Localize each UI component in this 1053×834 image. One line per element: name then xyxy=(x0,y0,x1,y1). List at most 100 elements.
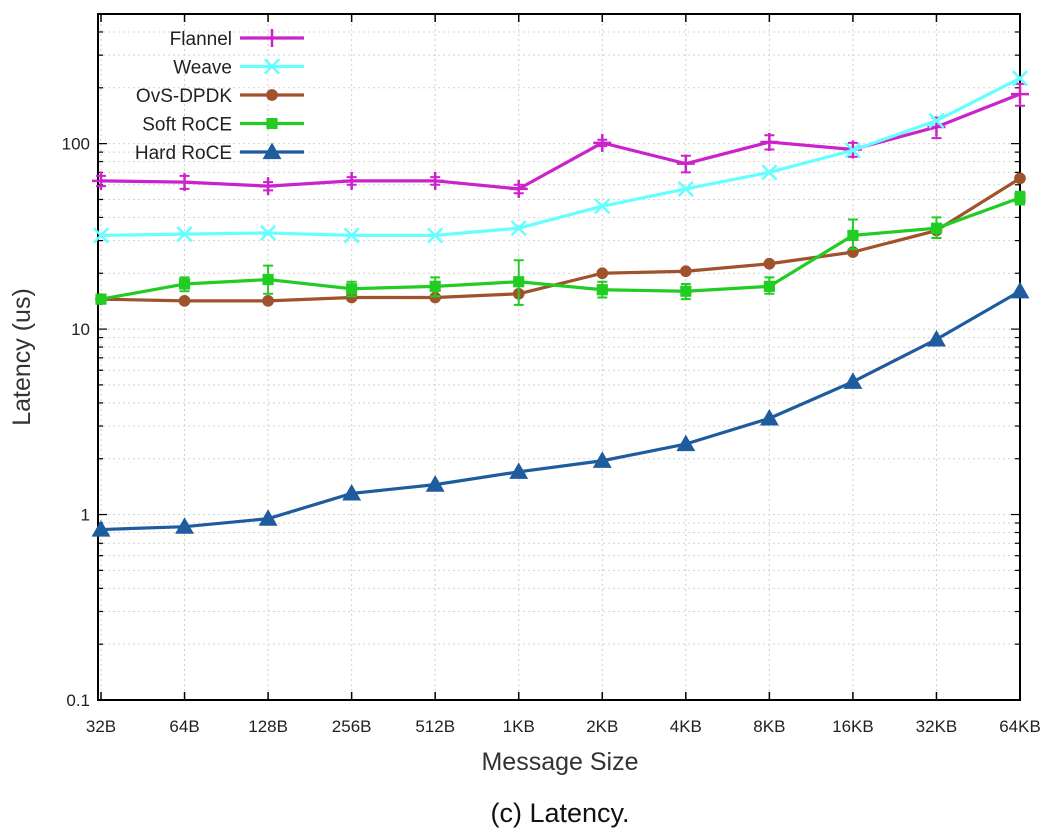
data-point-ovs-dpdk xyxy=(1014,172,1026,185)
x-axis-title: Message Size xyxy=(481,748,638,776)
legend-marker xyxy=(262,142,282,160)
data-point-flannel xyxy=(1011,85,1029,104)
data-point-flannel xyxy=(760,133,779,152)
data-point-soft-roce xyxy=(1014,192,1026,204)
figure-caption: (c) Latency. xyxy=(490,798,629,828)
legend-label: Hard RoCE xyxy=(135,143,232,164)
data-point-soft-roce xyxy=(262,273,274,286)
plot-frame xyxy=(97,13,1021,701)
data-point-hard-roce xyxy=(91,520,111,537)
data-point-hard-roce xyxy=(592,451,612,468)
data-point-flannel xyxy=(175,173,194,192)
data-point-weave xyxy=(176,226,193,243)
data-point-soft-roce xyxy=(930,222,943,234)
data-point-weave xyxy=(92,227,110,244)
x-tick-label: 4KB xyxy=(670,717,702,736)
y-tick-label: 100 xyxy=(62,135,90,154)
data-point-ovs-dpdk xyxy=(345,291,358,304)
series-line-weave xyxy=(100,76,1021,238)
x-tick-label: 32KB xyxy=(916,717,958,736)
data-point-flannel xyxy=(92,171,110,190)
legend-entry-soft-roce: Soft RoCE xyxy=(142,115,304,136)
legend-marker xyxy=(263,58,281,75)
data-point-hard-roce xyxy=(175,517,194,534)
data-point-weave xyxy=(1011,70,1029,87)
data-point-soft-roce xyxy=(847,229,859,241)
data-point-soft-roce xyxy=(763,280,775,292)
legend-entry-weave: Weave xyxy=(173,58,304,79)
data-point-soft-roce xyxy=(680,285,692,297)
data-point-weave xyxy=(510,220,527,237)
legend-marker xyxy=(263,29,281,47)
data-point-soft-roce xyxy=(513,276,525,288)
data-point-weave xyxy=(260,224,277,242)
data-point-ovs-dpdk xyxy=(679,265,692,278)
data-point-hard-roce xyxy=(927,329,946,347)
x-tick-label: 512B xyxy=(415,717,455,736)
data-point-weave xyxy=(594,198,611,215)
data-point-flannel xyxy=(676,154,695,173)
legend-label: OvS-DPDK xyxy=(136,86,232,107)
data-point-hard-roce xyxy=(676,434,696,452)
legend-label: Soft RoCE xyxy=(142,115,232,136)
data-point-weave xyxy=(928,112,945,129)
legend-entry-flannel: Flannel xyxy=(170,29,304,50)
series-line-ovs-dpdk xyxy=(100,176,1021,303)
legend-entry-hard-roce: Hard RoCE xyxy=(135,142,304,164)
x-tick-label: 64KB xyxy=(999,717,1041,736)
data-point-flannel xyxy=(426,171,445,190)
series-line-soft-roce xyxy=(100,196,1021,301)
data-point-hard-roce xyxy=(425,475,445,492)
data-point-hard-roce xyxy=(1010,281,1030,299)
legend-marker xyxy=(266,117,278,130)
series-soft-roce xyxy=(95,190,1026,306)
data-point-soft-roce xyxy=(429,280,441,292)
data-point-weave xyxy=(844,142,861,159)
data-point-flannel xyxy=(593,133,612,152)
data-point-ovs-dpdk xyxy=(763,257,776,270)
legend: Flannel Weave OvS-DPDK Soft RoCE Hard RoCE xyxy=(135,29,304,164)
data-point-ovs-dpdk xyxy=(262,294,274,307)
data-point-weave xyxy=(343,227,360,244)
x-tick-label: 32B xyxy=(86,717,116,736)
y-tick-label: 0.1 xyxy=(66,691,90,710)
data-point-hard-roce xyxy=(509,462,529,479)
x-tick-label: 1KB xyxy=(503,717,535,736)
data-point-flannel xyxy=(342,171,361,190)
series-layer xyxy=(91,70,1030,537)
data-point-soft-roce xyxy=(95,293,107,305)
data-point-ovs-dpdk xyxy=(178,294,191,307)
data-point-weave xyxy=(427,227,444,244)
x-tick-label: 64B xyxy=(169,717,199,736)
legend-marker xyxy=(266,89,278,101)
y-tick-label: 10 xyxy=(71,320,90,339)
data-point-soft-roce xyxy=(596,284,608,296)
data-point-ovs-dpdk xyxy=(596,267,609,280)
data-point-flannel xyxy=(509,179,528,198)
series-hard-roce xyxy=(91,281,1030,537)
data-point-soft-roce xyxy=(178,278,191,290)
legend-label: Weave xyxy=(173,58,232,79)
y-axis-title: Latency (us) xyxy=(8,288,36,426)
x-tick-label: 2KB xyxy=(586,717,618,736)
legend-label: Flannel xyxy=(170,29,232,50)
x-tick-label: 8KB xyxy=(753,717,785,736)
x-tick-label: 16KB xyxy=(832,717,874,736)
legend-entry-ovs-dpdk: OvS-DPDK xyxy=(136,86,304,107)
data-point-hard-roce xyxy=(843,372,863,389)
data-point-soft-roce xyxy=(346,283,358,295)
data-point-flannel xyxy=(259,177,278,196)
series-weave xyxy=(92,70,1029,244)
data-point-weave xyxy=(677,180,694,197)
axis-ticks: 32B 64B 128B 256B 512B 1KB 2KB 4KB 8KB 16KB 32KB 64… xyxy=(62,13,1041,736)
data-point-weave xyxy=(761,164,778,181)
data-point-hard-roce xyxy=(258,509,278,526)
y-tick-label: 1 xyxy=(81,506,90,525)
data-point-hard-roce xyxy=(759,408,779,426)
data-point-ovs-dpdk xyxy=(429,291,442,304)
data-point-hard-roce xyxy=(342,483,362,501)
x-tick-label: 256B xyxy=(332,717,372,736)
x-tick-label: 128B xyxy=(248,717,288,736)
series-line-hard-roce xyxy=(100,289,1021,532)
